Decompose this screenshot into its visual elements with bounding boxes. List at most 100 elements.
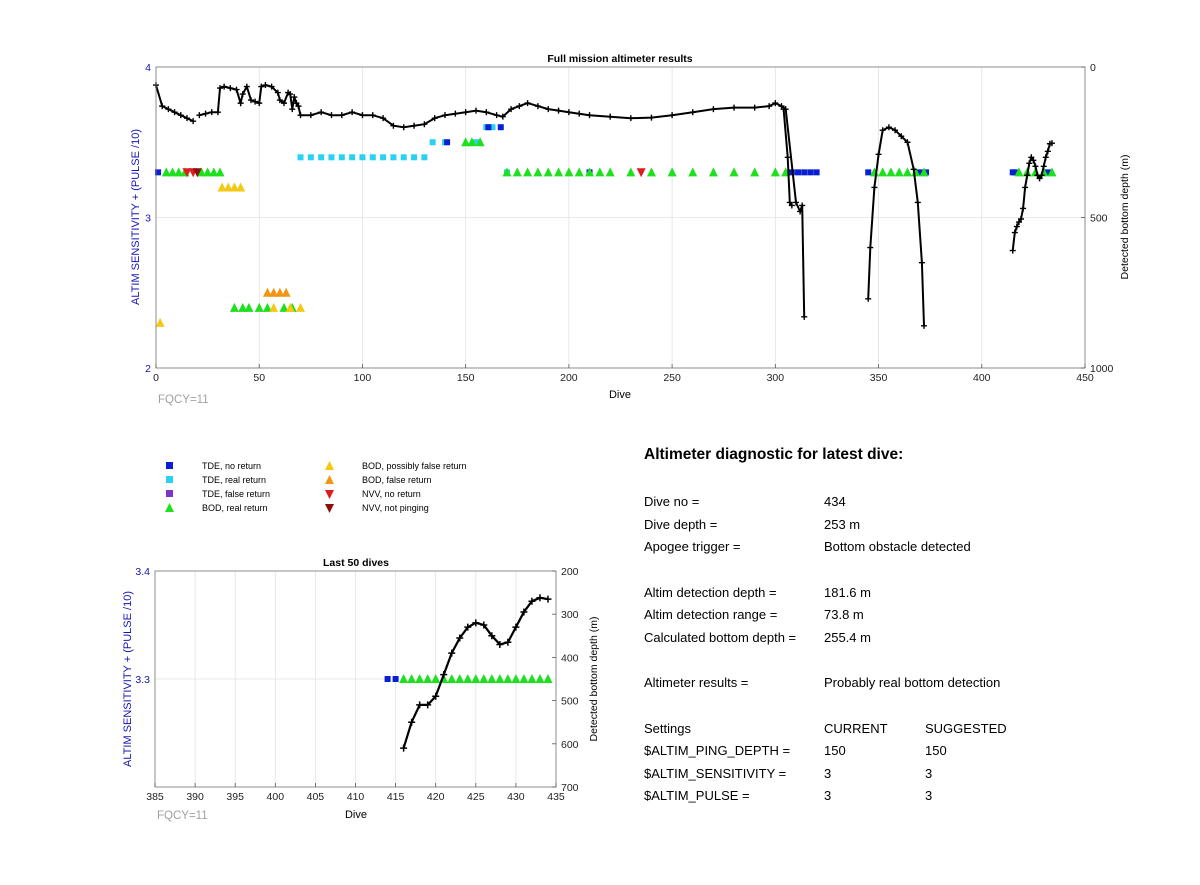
bottom-depth-point <box>216 85 223 92</box>
bod-possibly-false-marker <box>236 182 246 192</box>
bod-real-return-marker <box>503 674 513 684</box>
bod-real-return-marker <box>244 302 254 312</box>
bottom-depth-point <box>408 718 416 726</box>
bod-real-return-marker <box>533 167 543 177</box>
y2-tick-label: 700 <box>561 782 579 794</box>
bod-real-return-marker <box>708 167 718 177</box>
y2-tick-label: 600 <box>561 739 579 751</box>
pulse-label: $ALTIM_PULSE = <box>644 788 750 803</box>
main-chart-ticks: 0 50 100 150 200 250 300 350 400 450 2 3 4 0 500 1000 <box>145 62 1113 384</box>
bottom-depth-point <box>784 154 791 161</box>
bottom-depth-line <box>402 596 549 749</box>
main-chart-depth-lines <box>153 82 1055 329</box>
altim-detection-depth-value: 181.6 m <box>824 585 871 600</box>
bottom-depth-point <box>536 594 544 602</box>
y-tick-label: 3 <box>145 213 151 225</box>
x-tick-label: 425 <box>467 791 485 803</box>
bod-real-return-marker <box>262 302 272 312</box>
bod-real-return-marker <box>750 167 760 177</box>
bod-real-return-marker <box>168 167 178 177</box>
bottom-depth-point <box>268 83 275 90</box>
x-tick-label: 420 <box>427 791 445 803</box>
bottom-depth-point <box>871 184 878 191</box>
bottom-depth-point <box>214 109 221 116</box>
y-tick-label: 4 <box>145 62 151 74</box>
legend-label: TDE, false return <box>202 489 271 499</box>
tde-real-return-marker <box>369 154 376 161</box>
bottom-depth-point <box>1030 157 1037 164</box>
bottom-depth-point <box>520 608 528 616</box>
bottom-depth-point <box>276 97 283 104</box>
tde-no-return-marker <box>155 169 162 176</box>
bottom-depth-point <box>1032 163 1039 170</box>
bod-real-return-marker <box>279 302 289 312</box>
y2-tick-label: 400 <box>561 652 579 664</box>
x-tick-label: 0 <box>153 372 159 384</box>
legend-label: NVV, no return <box>362 489 421 499</box>
bottom-depth-point <box>243 83 250 90</box>
bottom-depth-point <box>295 103 302 110</box>
bottom-depth-point <box>751 104 758 111</box>
bottom-depth-point <box>512 623 520 631</box>
bottom-depth-point <box>576 110 583 117</box>
bottom-depth-point <box>508 106 515 113</box>
bottom-depth-point <box>400 124 407 131</box>
bottom-depth-point <box>914 199 921 206</box>
bod-real-return-marker <box>209 167 219 177</box>
legend-square-icon <box>166 476 173 483</box>
bod-possibly-false-marker <box>155 317 165 327</box>
tde-real-return-marker <box>390 154 397 161</box>
tde-real-return-marker <box>307 154 314 161</box>
tde-real-return-marker <box>359 154 366 161</box>
bottom-depth-point <box>1038 172 1045 179</box>
tde-no-return-marker <box>392 676 399 682</box>
bottom-depth-point <box>190 118 197 125</box>
bod-real-return-marker <box>902 167 912 177</box>
pulse-suggested: 3 <box>925 788 933 803</box>
bottom-depth-point <box>431 115 438 122</box>
bottom-depth-point <box>920 322 927 329</box>
bod-real-return-marker <box>523 167 533 177</box>
bottom-depth-point <box>442 112 449 119</box>
bottom-depth-point <box>291 94 298 101</box>
bod-false-return-marker <box>281 287 291 297</box>
bottom-depth-point <box>239 91 246 98</box>
bod-real-return-marker <box>554 167 564 177</box>
main-chart-xlabel: Dive <box>609 389 631 401</box>
tde-real-return-marker <box>489 124 496 131</box>
bottom-depth-point <box>483 109 490 116</box>
bod-real-return-marker <box>878 167 888 177</box>
bottom-depth-point <box>307 112 314 119</box>
bottom-depth-point <box>1028 154 1035 161</box>
zoom-chart-footnote: FQCY=11 <box>157 810 208 822</box>
x-tick-label: 415 <box>387 791 405 803</box>
bottom-depth-point <box>440 671 448 679</box>
bottom-depth-point <box>648 114 655 121</box>
bottom-depth-point <box>555 107 562 114</box>
bottom-depth-point <box>369 112 376 119</box>
bottom-depth-point <box>1018 216 1024 223</box>
bod-real-return-marker <box>626 167 636 177</box>
main-chart-ylabel: ALTIM SENSITIVITY + (PULSE /10) <box>130 129 142 305</box>
bod-real-return-marker <box>688 167 698 177</box>
bod-real-return-marker <box>495 674 505 684</box>
tde-no-return-marker <box>807 169 814 176</box>
settings-label: Settings <box>644 721 691 736</box>
bottom-depth-point <box>287 91 294 98</box>
altim-detection-range-value: 73.8 m <box>824 607 864 622</box>
legend-label: BOD, possibly false return <box>362 461 467 471</box>
bod-real-return-marker <box>479 674 489 684</box>
bottom-depth-point <box>669 112 676 119</box>
bottom-depth-point <box>221 83 228 90</box>
bottom-depth-point <box>867 244 874 251</box>
tde-real-return-marker <box>318 154 325 161</box>
bod-real-return-marker <box>174 167 184 177</box>
main-chart-grid <box>155 66 1086 369</box>
tde-no-return-marker <box>916 169 923 176</box>
y-tick-label: 3.4 <box>135 566 150 578</box>
bod-real-return-marker <box>399 674 409 684</box>
bottom-depth-point <box>464 623 472 631</box>
bottom-depth-point <box>565 109 572 116</box>
bottom-depth-point <box>516 103 523 110</box>
bottom-depth-point <box>627 115 634 122</box>
